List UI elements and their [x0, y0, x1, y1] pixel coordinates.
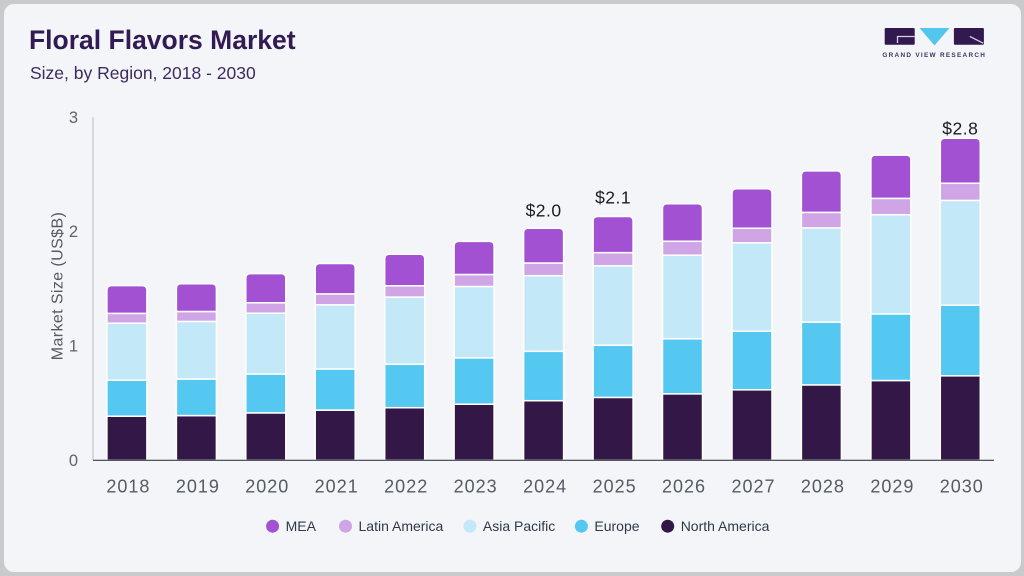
- svg-text:2029: 2029: [870, 477, 914, 497]
- svg-text:0: 0: [69, 452, 78, 470]
- svg-text:2027: 2027: [731, 477, 775, 497]
- svg-text:2019: 2019: [176, 477, 220, 497]
- svg-text:$2.8: $2.8: [942, 119, 978, 139]
- svg-text:3: 3: [69, 109, 78, 127]
- svg-text:2025: 2025: [593, 477, 637, 497]
- svg-text:2021: 2021: [315, 477, 359, 497]
- svg-text:Floral Flavors Market: Floral Flavors Market: [29, 25, 296, 55]
- svg-text:GRAND VIEW RESEARCH: GRAND VIEW RESEARCH: [882, 52, 986, 59]
- svg-text:2026: 2026: [662, 477, 706, 497]
- svg-text:2018: 2018: [106, 477, 150, 497]
- svg-text:2023: 2023: [454, 477, 498, 497]
- svg-text:Latin America: Latin America: [359, 518, 444, 534]
- svg-text:Asia Pacific: Asia Pacific: [483, 518, 555, 534]
- svg-text:$2.0: $2.0: [526, 201, 562, 221]
- svg-text:$2.1: $2.1: [595, 188, 631, 208]
- svg-text:1: 1: [69, 338, 78, 356]
- svg-text:MEA: MEA: [286, 518, 317, 534]
- svg-text:Europe: Europe: [594, 518, 639, 534]
- svg-text:2028: 2028: [801, 477, 845, 497]
- svg-text:2022: 2022: [384, 477, 428, 497]
- svg-text:2020: 2020: [245, 477, 289, 497]
- svg-text:2024: 2024: [523, 477, 567, 497]
- svg-text:Size, by Region, 2018 - 2030: Size, by Region, 2018 - 2030: [30, 63, 256, 83]
- svg-text:2: 2: [69, 223, 78, 241]
- svg-text:North America: North America: [681, 518, 770, 534]
- svg-text:Market Size (US$B): Market Size (US$B): [50, 212, 67, 361]
- svg-text:2030: 2030: [940, 477, 984, 497]
